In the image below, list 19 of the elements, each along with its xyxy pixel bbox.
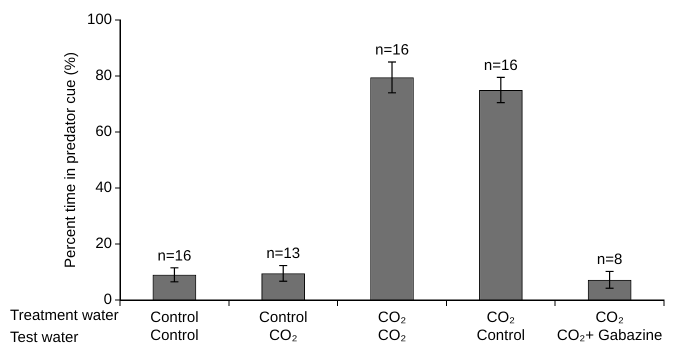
annotation: n=16: [158, 247, 192, 264]
text: Treatment water: [10, 307, 119, 324]
text: Test water: [10, 329, 78, 346]
x-tick-label: CO₂ CO₂: [378, 309, 406, 344]
annotation: n=16: [484, 57, 518, 74]
annotation: n=16: [375, 42, 409, 59]
y-tick-label: 100: [86, 11, 112, 28]
y-tick-label: 60: [95, 123, 112, 140]
y-tick-label: 20: [95, 235, 112, 252]
y-tick-label: 40: [95, 179, 112, 196]
x-tick-label: Control Control: [150, 309, 199, 344]
y-tick-label: 0: [104, 291, 112, 308]
y-axis-title: Percent time in predator cue (%): [62, 52, 80, 268]
x-tick-label: CO₂ CO₂+ Gabazine: [556, 309, 662, 344]
x-tick-label: Control CO₂: [259, 309, 308, 344]
x-tick-label: CO₂ Control: [476, 309, 525, 344]
y-tick-label: 80: [95, 67, 112, 84]
annotation: n=8: [596, 251, 622, 268]
annotation: n=13: [266, 245, 300, 262]
